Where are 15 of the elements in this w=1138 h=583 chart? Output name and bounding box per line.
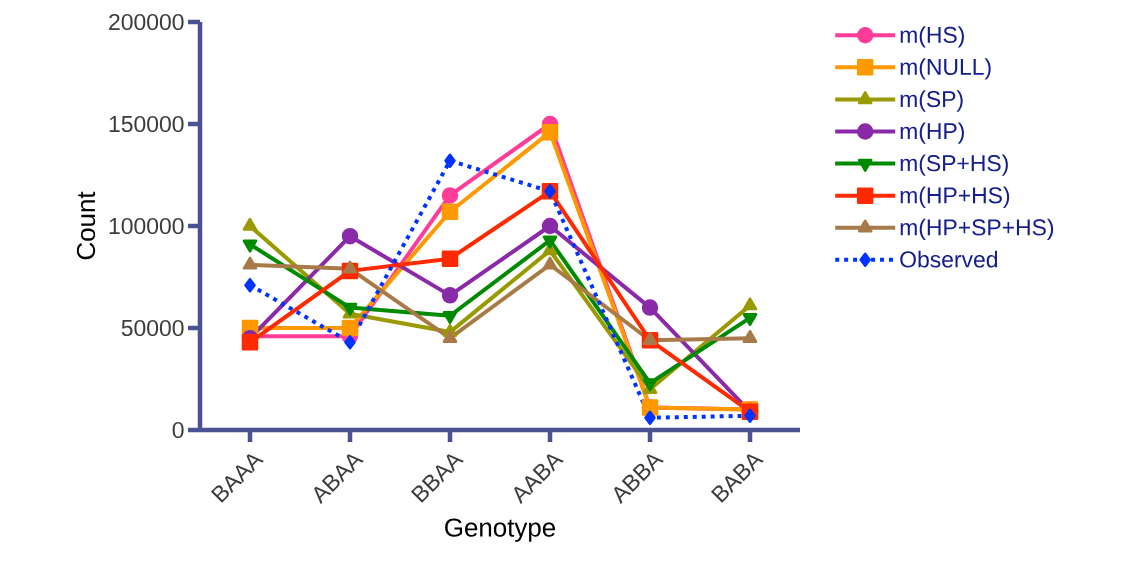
y-tick-label: 200000 xyxy=(109,13,184,31)
y-tick-label: 150000 xyxy=(109,115,184,133)
y-tick-label: 100000 xyxy=(109,217,184,235)
legend-label: m(HP+HS) xyxy=(900,186,1010,208)
legend-label: Observed xyxy=(900,250,998,268)
x-axis-title: Genotype xyxy=(445,518,555,542)
y-axis-title: Count xyxy=(76,191,96,260)
legend-label: m(HP+SP+HS) xyxy=(900,218,1054,241)
y-tick-label: 50000 xyxy=(121,319,184,337)
legend-label: m(HS) xyxy=(900,26,964,48)
legend-label: m(SP) xyxy=(900,90,963,112)
legend-label: m(NULL) xyxy=(900,58,991,80)
y-tick-label: 0 xyxy=(172,421,184,439)
legend-label: m(SP+HS) xyxy=(900,154,1008,176)
legend-label: m(HP) xyxy=(900,122,964,144)
